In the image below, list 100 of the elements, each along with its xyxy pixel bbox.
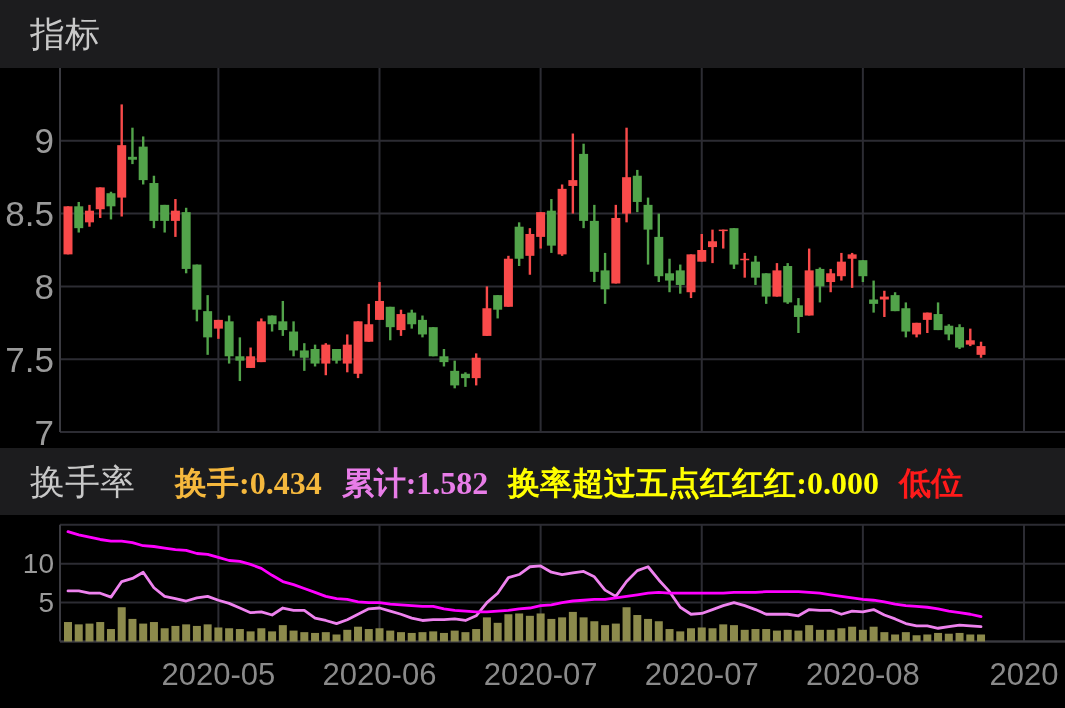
bar <box>515 613 524 642</box>
bar <box>472 629 481 642</box>
bar <box>225 628 234 642</box>
bar <box>708 628 717 642</box>
text: 换手:0.434 <box>174 464 322 501</box>
bar <box>762 629 771 642</box>
bar <box>321 632 330 642</box>
bar <box>289 630 298 642</box>
bar <box>697 627 706 642</box>
bar <box>848 626 857 642</box>
bar <box>182 624 191 642</box>
bar <box>364 629 373 642</box>
bar <box>450 630 459 642</box>
bar <box>934 632 943 642</box>
bar <box>214 627 223 642</box>
bar <box>117 607 126 642</box>
bar <box>268 631 277 642</box>
bar <box>944 633 953 642</box>
bar <box>654 621 663 642</box>
bar <box>558 617 567 642</box>
bar <box>396 632 405 642</box>
bar <box>751 629 760 642</box>
bar <box>278 625 287 642</box>
bar <box>407 632 416 642</box>
bar <box>386 630 395 642</box>
bar <box>740 629 749 642</box>
bar <box>590 621 599 642</box>
bar <box>719 624 728 642</box>
bar <box>912 635 921 642</box>
bar <box>901 632 910 642</box>
text: 换率超过五点红红红:0.000 <box>507 464 879 501</box>
bar <box>633 615 642 642</box>
bar <box>343 629 352 642</box>
bar <box>311 632 320 642</box>
bar <box>525 615 534 642</box>
bar <box>622 607 631 642</box>
bar <box>128 618 137 642</box>
x-tick-label: 2020-07 <box>483 657 598 692</box>
bar <box>858 629 867 642</box>
y-tick-label: 9 <box>34 121 54 161</box>
bar <box>837 628 846 642</box>
bar <box>794 630 803 642</box>
y-tick-label: 8 <box>34 266 54 306</box>
bar <box>977 634 986 642</box>
bar <box>880 632 889 642</box>
bar <box>923 634 932 642</box>
bar <box>601 625 610 642</box>
bar <box>85 623 94 642</box>
bar <box>461 632 470 642</box>
bar <box>300 632 309 642</box>
bar <box>772 630 781 642</box>
bar <box>439 632 448 642</box>
bar <box>375 628 384 642</box>
x-tick-label: 2020-06 <box>322 657 437 692</box>
bar <box>149 622 158 642</box>
bar <box>955 632 964 642</box>
bar <box>192 625 201 642</box>
bar <box>64 622 72 642</box>
bar <box>418 632 427 642</box>
bar <box>826 629 835 642</box>
bar <box>106 629 115 642</box>
bar <box>429 631 438 642</box>
bar <box>354 626 363 642</box>
chart-title: 换手率 <box>30 461 135 501</box>
text: 累计:1.582 <box>341 464 489 501</box>
bar <box>235 629 244 642</box>
bar <box>869 626 878 642</box>
bar <box>729 625 738 642</box>
bar <box>805 625 814 642</box>
y-tick-label: 7.5 <box>5 339 54 379</box>
bar <box>783 629 792 642</box>
bar <box>160 628 169 642</box>
y-tick-label: 5 <box>38 587 54 619</box>
x-tick-label: 2020-07 <box>644 657 759 692</box>
bar <box>504 614 513 642</box>
bar <box>665 629 674 642</box>
bar <box>891 634 900 642</box>
bar <box>547 618 556 642</box>
bar <box>579 617 588 642</box>
bar <box>568 611 577 642</box>
x-tick-label: 2020-05 <box>161 657 276 692</box>
bar <box>74 624 83 642</box>
x-tick-label: 2020-08 <box>805 657 920 692</box>
text: 低位 <box>896 464 963 501</box>
bar <box>493 622 502 642</box>
bar <box>203 624 212 642</box>
bar <box>676 631 685 642</box>
bar <box>96 622 105 642</box>
line-series <box>66 530 983 618</box>
bar <box>815 629 824 642</box>
bar <box>139 623 148 642</box>
bar <box>611 623 620 642</box>
bar <box>966 634 975 642</box>
chart-title: 指标 <box>29 14 100 53</box>
line-series <box>66 564 983 630</box>
bar <box>332 634 341 642</box>
bar <box>644 618 653 642</box>
bar <box>171 625 180 642</box>
bar <box>246 631 255 642</box>
bar <box>687 628 696 642</box>
